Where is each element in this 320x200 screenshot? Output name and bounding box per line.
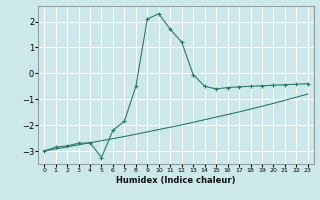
X-axis label: Humidex (Indice chaleur): Humidex (Indice chaleur) — [116, 176, 236, 185]
